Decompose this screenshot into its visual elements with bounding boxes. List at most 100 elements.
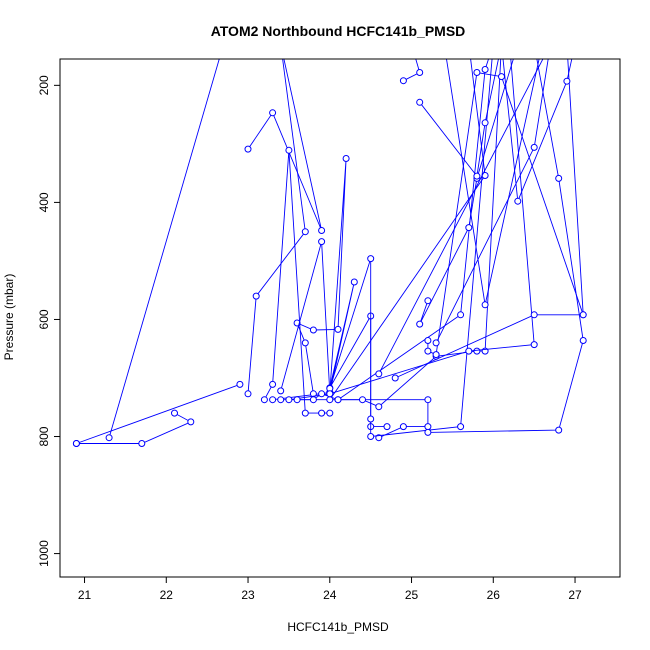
data-point: [473, 172, 481, 180]
data-point: [530, 143, 538, 151]
axis-layer: 21 22 23 24 25 26 27 200 400 600 800 1000: [37, 75, 582, 602]
series-23: [502, 59, 573, 205]
data-point: [416, 320, 424, 328]
x-tick-label: 24: [323, 588, 337, 602]
y-tick-label: 600: [37, 309, 51, 329]
data-point: [260, 396, 268, 404]
data-point: [424, 423, 432, 431]
series-line: [395, 59, 584, 379]
data-point: [301, 228, 309, 236]
data-point: [171, 409, 178, 417]
series-24: [432, 59, 549, 347]
series-line: [329, 59, 535, 395]
data-point: [424, 337, 432, 344]
x-tick-label: 22: [160, 588, 174, 602]
data-point: [424, 396, 432, 404]
data-point: [473, 69, 481, 76]
data-point: [416, 98, 424, 106]
data-point: [334, 396, 342, 404]
data-point: [367, 255, 375, 263]
data-point: [383, 423, 391, 431]
series-line: [337, 59, 490, 401]
series-line: [419, 59, 514, 325]
data-point: [375, 403, 383, 411]
series-line: [76, 412, 192, 444]
series-line: [247, 59, 323, 231]
x-tick-label: 27: [568, 588, 582, 602]
series-11: [293, 59, 502, 411]
data-point: [399, 77, 407, 85]
series-21: [416, 59, 499, 180]
data-point: [187, 418, 195, 426]
data-point: [375, 370, 383, 378]
series-1: [72, 409, 195, 447]
data-point: [326, 409, 334, 417]
data-point: [481, 301, 489, 309]
data-point: [285, 396, 293, 404]
data-point: [301, 409, 309, 417]
series-line: [272, 158, 347, 401]
series-10: [285, 59, 493, 440]
data-point: [269, 396, 277, 404]
data-point: [342, 155, 350, 162]
data-point: [579, 337, 587, 344]
data-point: [432, 351, 440, 359]
y-tick-label: 1000: [37, 540, 51, 567]
series-line: [378, 59, 544, 375]
data-point: [252, 292, 260, 300]
series-6: [260, 146, 334, 417]
data-point: [555, 426, 563, 434]
data-point: [367, 433, 375, 440]
data-point: [465, 347, 473, 355]
data-point: [391, 374, 399, 382]
plot-frame: [59, 58, 621, 578]
series-13: [326, 59, 538, 398]
series-2: [72, 380, 244, 447]
series-19: [416, 59, 514, 328]
data-point: [244, 390, 252, 398]
series-18: [424, 69, 587, 359]
x-tick-label: 23: [241, 588, 255, 602]
data-point: [293, 396, 301, 404]
data-point: [424, 347, 432, 355]
data-point: [555, 174, 563, 182]
series-line: [247, 59, 306, 394]
data-point: [236, 380, 244, 388]
chart-title: ATOM2 Northbound HCFC141b_PMSD: [211, 23, 466, 39]
data-point: [318, 409, 326, 417]
data-point: [530, 311, 538, 319]
data-point: [457, 423, 465, 431]
data-point: [399, 423, 407, 431]
series-4: [244, 59, 309, 398]
series-14: [334, 59, 490, 404]
data-point: [424, 297, 432, 305]
data-point: [563, 77, 571, 85]
data-point: [334, 325, 342, 333]
data-point: [432, 339, 440, 347]
series-12: [326, 59, 489, 404]
x-tick-label: 21: [78, 588, 92, 602]
data-point: [301, 339, 309, 347]
data-point: [269, 109, 277, 117]
data-point: [424, 428, 432, 436]
data-point: [138, 440, 146, 447]
series-17: [424, 59, 587, 436]
data-point: [318, 227, 326, 234]
data-point: [367, 415, 375, 423]
data-point: [481, 66, 489, 73]
data-point: [359, 396, 366, 404]
y-axis-label: Pressure (mbar): [2, 274, 16, 361]
series-3: [105, 59, 220, 442]
series-22: [446, 59, 540, 309]
data-point: [309, 326, 317, 334]
series-layer: [72, 59, 587, 447]
x-tick-label: 25: [405, 588, 419, 602]
data-point: [244, 145, 252, 153]
data-point: [579, 311, 587, 319]
data-point: [277, 396, 285, 404]
series-line: [419, 59, 499, 178]
y-tick-label: 200: [37, 75, 51, 95]
series-9: [277, 396, 432, 442]
data-point: [473, 347, 481, 355]
